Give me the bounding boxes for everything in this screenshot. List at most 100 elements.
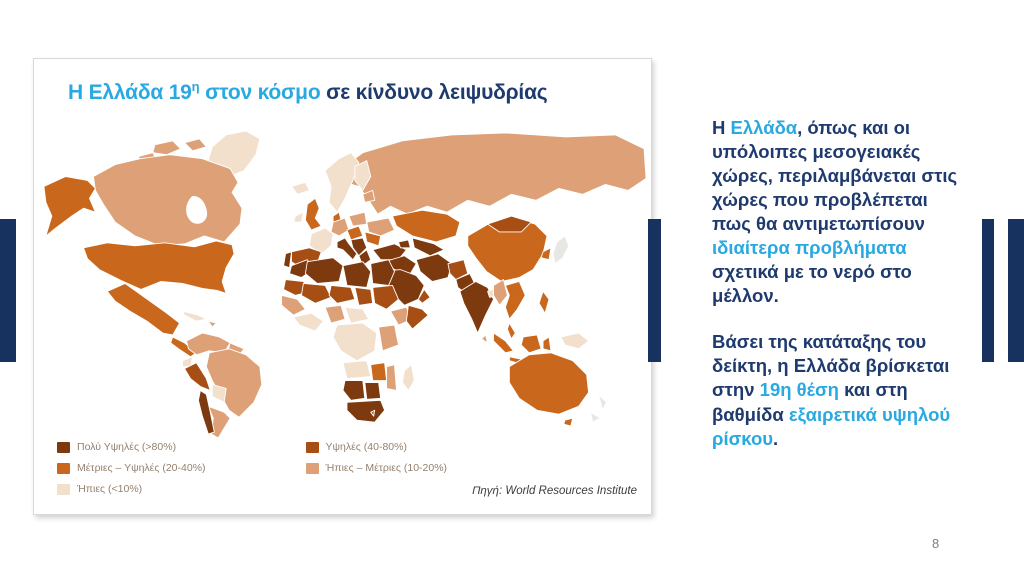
region-hispaniola <box>207 320 217 328</box>
region-new-guinea <box>560 332 590 350</box>
region-zambia-zimbabwe <box>370 362 388 381</box>
region-canada <box>92 154 243 247</box>
region-mongolia <box>487 215 532 233</box>
map-legend: Πολύ Υψηλές (>80%) Μέτριες – Υψηλές (20-… <box>57 441 447 495</box>
region-caucasus <box>398 239 411 249</box>
region-sulawesi <box>542 336 552 352</box>
region-brazil <box>205 348 263 418</box>
legend-column-2: Υψηλές (40-80%) Ήπιες – Μέτριες (10-20%) <box>305 441 448 495</box>
paragraph-1: Η Ελλάδα, όπως και οι υπόλοιπες μεσογεια… <box>712 116 970 308</box>
region-central-europe <box>346 225 364 241</box>
region-australia <box>508 352 590 415</box>
region-cuba <box>182 310 207 322</box>
legend-item-low-med: Ήπιες – Μέτριες (10-20%) <box>305 462 447 474</box>
region-borneo <box>520 334 542 354</box>
region-angola <box>342 360 372 380</box>
region-madagascar <box>401 364 415 391</box>
region-iran <box>415 253 453 282</box>
region-finland <box>354 160 372 191</box>
region-balkans <box>350 237 368 257</box>
decorative-bar-left <box>0 219 16 362</box>
region-uzbekistan-turkmenistan <box>411 237 445 257</box>
region-central-america <box>170 336 197 358</box>
region-cameroon-car <box>344 306 370 324</box>
region-sudan <box>372 285 399 310</box>
text-run: Η <box>712 117 731 138</box>
text-run: Ελλάδα <box>730 117 798 138</box>
legend-swatch-low <box>57 483 70 495</box>
region-chile <box>197 390 215 435</box>
region-iceland <box>291 182 310 195</box>
region-france <box>308 227 334 255</box>
region-romania-bulgaria <box>364 231 382 247</box>
region-mali <box>300 283 332 304</box>
region-korea <box>540 247 552 261</box>
legend-item-high: Υψηλές (40-80%) <box>305 441 448 453</box>
text-run: ιδιαίτερα προβλήματα <box>712 237 907 259</box>
region-nigeria <box>324 304 346 324</box>
region-arctic-islands-2 <box>184 138 207 152</box>
legend-swatch-low-med <box>305 462 319 474</box>
region-mexico <box>106 283 181 336</box>
legend-swatch-very-high <box>57 441 70 453</box>
region-new-zealand <box>590 393 607 423</box>
text-run: Βάσει της κατάταξης του δείκτη, η Ελλάδα… <box>712 331 950 401</box>
source-text: Πηγή: World Resources Institute <box>472 485 637 497</box>
right-text-panel: Η Ελλάδα, όπως και οι υπόλοιπες μεσογεια… <box>712 116 970 473</box>
region-guinea-coast <box>293 312 324 332</box>
region-malaysia <box>506 322 516 340</box>
region-turkey <box>372 243 407 261</box>
decorative-bar-card-right <box>648 219 661 362</box>
text-run: , όπως και οι υπόλοιπες μεσογειακές χώρε… <box>712 117 958 235</box>
region-sumatra <box>493 332 514 354</box>
region-poland <box>348 211 368 227</box>
text-run: 19η θέση <box>759 379 839 401</box>
text-run: εξαιρετικά υψηλού ρίσκου <box>712 403 951 449</box>
text-run: και στη βαθμίδα <box>712 379 908 425</box>
region-somalia <box>405 304 429 330</box>
region-sri-lanka <box>481 334 489 344</box>
paragraph-2: Βάσει της κατάταξης του δείκτη, η Ελλάδα… <box>712 330 970 450</box>
region-mozambique <box>386 364 397 391</box>
region-alaska <box>43 176 96 237</box>
region-portugal <box>283 251 292 269</box>
map-card: Η Ελλάδα 19η στον κόσμο σε κίνδυνο λειψυ… <box>33 58 652 515</box>
text-run: στον κόσμο <box>199 81 321 104</box>
decorative-bar-right-2 <box>1008 219 1024 362</box>
decorative-bar-right-1 <box>982 219 994 362</box>
world-map <box>43 130 647 437</box>
region-kenya-tanzania <box>378 324 399 352</box>
region-algeria <box>304 257 344 284</box>
legend-label: Ήπιες (<10%) <box>77 483 143 495</box>
region-india <box>459 281 494 334</box>
legend-item-very-high: Πολύ Υψηλές (>80%) <box>57 441 206 453</box>
text-run: η <box>191 79 200 94</box>
legend-label: Πολύ Υψηλές (>80%) <box>77 441 177 453</box>
page-number: 8 <box>932 536 940 551</box>
region-baltics <box>362 189 376 203</box>
text-run: . <box>773 427 779 449</box>
text-run: Η Ελλάδα 19 <box>68 81 192 104</box>
legend-label: Μέτριες – Υψηλές (20-40%) <box>77 462 206 474</box>
legend-item-med-high: Μέτριες – Υψηλές (20-40%) <box>57 462 206 474</box>
region-norway-sweden <box>324 152 360 213</box>
legend-swatch-high <box>305 441 319 453</box>
hudson-bay <box>186 195 208 224</box>
region-ukraine <box>366 217 395 237</box>
text-run: σχετικά με το νερό στο μέλλον. <box>712 261 912 307</box>
region-senegal-coast <box>281 294 306 316</box>
region-russia <box>332 132 647 215</box>
region-yemen-oman <box>417 288 431 304</box>
region-chad <box>354 286 374 306</box>
region-indochina <box>504 281 526 320</box>
region-lesotho <box>370 409 376 417</box>
region-peru <box>184 362 211 391</box>
region-usa <box>83 240 235 294</box>
region-kazakhstan <box>392 209 461 243</box>
text-run: σε κίνδυνο λειψυδρίας <box>320 81 548 104</box>
region-niger <box>328 285 356 304</box>
region-ireland <box>293 211 304 223</box>
region-tasmania <box>563 417 574 427</box>
region-congo-basin <box>332 322 378 362</box>
